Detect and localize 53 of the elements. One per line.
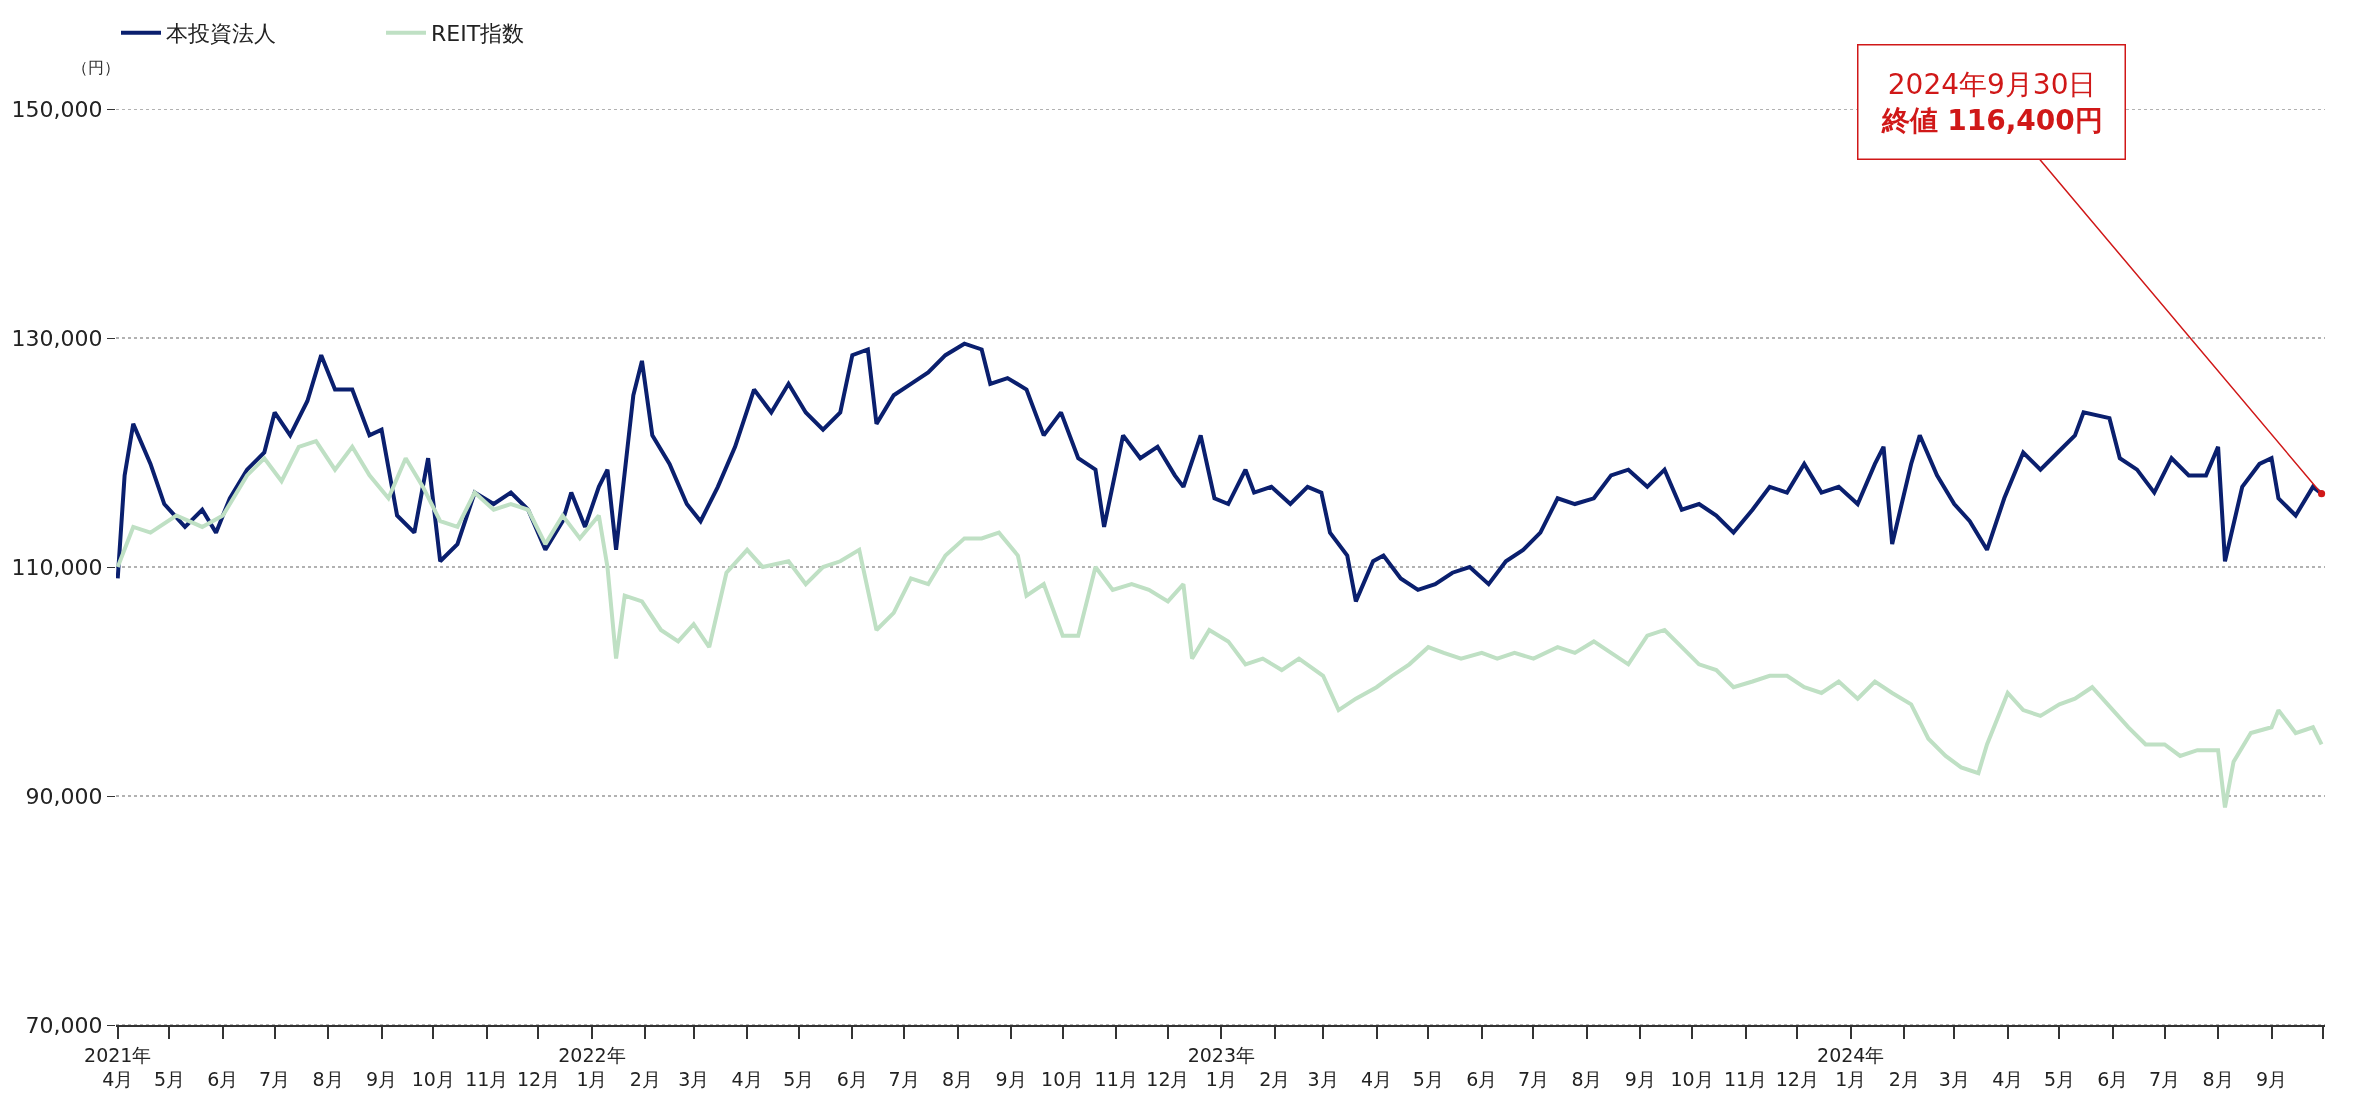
y-tick-label: 150,000 [11,96,103,122]
x-tick-label: 11月 [1094,1068,1138,1091]
x-tick-label: 9月 [366,1068,398,1091]
x-tick-label: 11月 [465,1068,509,1091]
legend-label: REIT指数 [431,21,525,47]
x-tick-label: 2月 [1259,1068,1291,1091]
x-tick-label: 8月 [2202,1068,2234,1091]
x-tick-label: 6月 [1466,1068,1498,1091]
x-tick-label: 6月 [2097,1068,2129,1091]
y-axis-title: （円） [72,58,120,77]
x-tick-label: 5月 [1412,1068,1444,1091]
x-tick-label: 7月 [888,1068,920,1091]
x-tick-label: 2023年 1月 [1187,1043,1256,1091]
x-tick-label: 7月 [2149,1068,2181,1091]
x-tick-label: 3月 [678,1068,710,1091]
y-tick-label: 90,000 [25,783,103,809]
annotation: 終値 116,400円 [1880,103,2103,137]
x-tick-label: 10月 [411,1068,455,1091]
x-tick-label: 5月 [783,1068,815,1091]
x-tick-label: 7月 [259,1068,291,1091]
x-tick-label: 6月 [836,1068,868,1091]
x-tick-label: 9月 [1624,1068,1656,1091]
text: 2024年9月30日 [1887,67,2097,101]
x-tick-label: 2月 [1888,1068,1920,1091]
x-tick-label: 5月 [2043,1068,2075,1091]
legend-label: 本投資法人 [166,21,276,47]
y-tick-label: 130,000 [11,325,103,351]
x-tick-label: 9月 [995,1068,1027,1091]
x-tick-label: 5月 [153,1068,186,1091]
x-tick-label: 8月 [1571,1068,1603,1091]
x-tick-label: 2021年 4月 [84,1043,152,1091]
y-tick-label: 110,000 [11,554,103,580]
x-tick-label: 8月 [941,1068,974,1091]
x-tick-label: 4月 [1361,1068,1393,1091]
x-tick-label: 12月 [1146,1068,1190,1091]
x-tick-label: 6月 [207,1068,239,1091]
x-tick-label: 3月 [1307,1068,1339,1091]
x-tick-label: 2024年 1月 [1817,1043,1885,1091]
x-tick-label: 12月 [1775,1068,1819,1091]
x-tick-label: 7月 [1517,1068,1550,1091]
x-tick-label: 4月 [731,1068,763,1091]
x-tick-label: 11月 [1724,1068,1768,1091]
x-tick-label: 8月 [312,1068,344,1091]
x-tick-label: 9月 [2255,1068,2288,1091]
line-series [116,439,2324,810]
x-tick-label: 2月 [629,1068,661,1091]
x-tick-label: 2022年 1月 [558,1043,626,1091]
x-tick-label: 10月 [1670,1068,1714,1091]
y-tick-label: 70,000 [25,1012,103,1038]
x-tick-label: 3月 [1938,1068,1970,1091]
x-tick-label: 4月 [1992,1068,2024,1091]
x-tick-label: 12月 [516,1068,561,1091]
x-tick-label: 10月 [1041,1068,1085,1091]
